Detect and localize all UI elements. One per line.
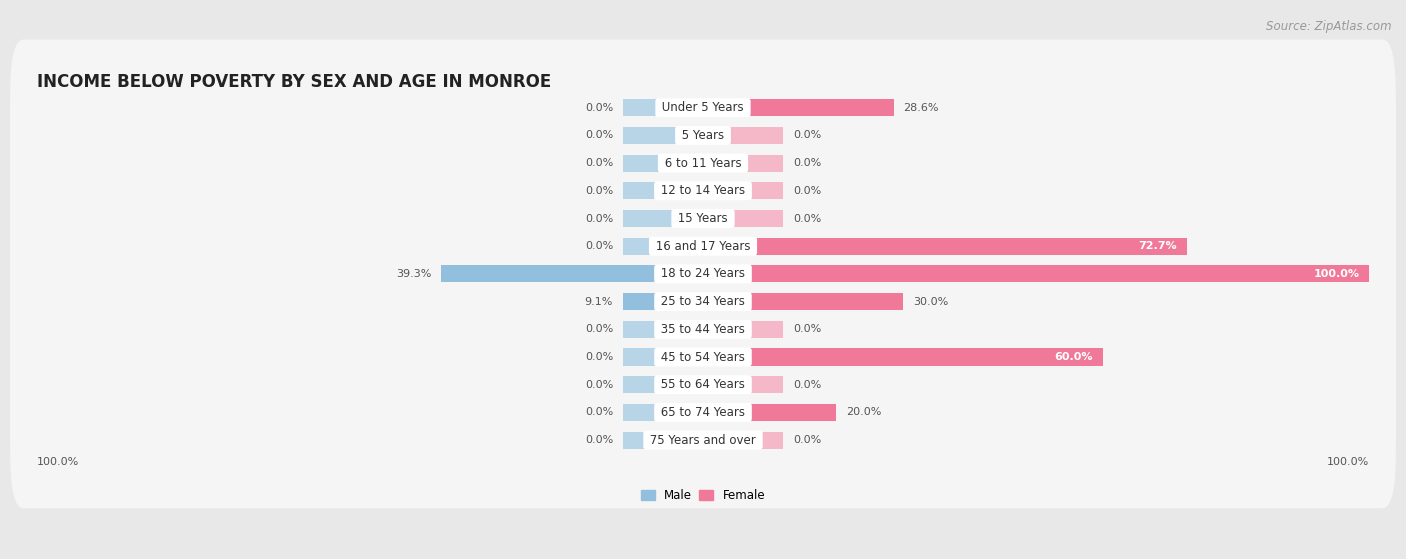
Bar <box>623 404 703 421</box>
FancyBboxPatch shape <box>10 372 1396 508</box>
Bar <box>703 154 783 172</box>
Bar <box>703 404 837 421</box>
FancyBboxPatch shape <box>10 289 1396 425</box>
FancyBboxPatch shape <box>10 316 1396 453</box>
Text: 35 to 44 Years: 35 to 44 Years <box>657 323 749 336</box>
FancyBboxPatch shape <box>10 178 1396 314</box>
FancyBboxPatch shape <box>10 261 1396 397</box>
Bar <box>703 182 783 200</box>
FancyBboxPatch shape <box>10 206 1396 342</box>
Bar <box>703 293 903 310</box>
Text: 0.0%: 0.0% <box>585 380 613 390</box>
Text: 0.0%: 0.0% <box>793 158 821 168</box>
FancyBboxPatch shape <box>10 122 1396 259</box>
Text: 20.0%: 20.0% <box>846 408 882 418</box>
Text: 0.0%: 0.0% <box>793 214 821 224</box>
Text: 55 to 64 Years: 55 to 64 Years <box>657 378 749 391</box>
Bar <box>623 293 703 310</box>
FancyBboxPatch shape <box>10 95 1396 231</box>
Text: 0.0%: 0.0% <box>793 435 821 445</box>
FancyBboxPatch shape <box>10 234 1396 369</box>
Bar <box>703 266 1369 282</box>
Text: 0.0%: 0.0% <box>793 186 821 196</box>
Text: 0.0%: 0.0% <box>793 130 821 140</box>
Text: 45 to 54 Years: 45 to 54 Years <box>657 350 749 363</box>
Bar <box>703 99 894 116</box>
Text: 12 to 14 Years: 12 to 14 Years <box>657 184 749 197</box>
Bar <box>623 99 703 116</box>
Bar <box>623 376 703 394</box>
Text: 16 and 17 Years: 16 and 17 Years <box>652 240 754 253</box>
Text: 75 Years and over: 75 Years and over <box>647 434 759 447</box>
Text: 0.0%: 0.0% <box>585 158 613 168</box>
Text: 0.0%: 0.0% <box>793 324 821 334</box>
Bar <box>623 432 703 449</box>
Text: 0.0%: 0.0% <box>585 435 613 445</box>
Bar <box>623 210 703 227</box>
Text: 0.0%: 0.0% <box>585 130 613 140</box>
Bar <box>623 154 703 172</box>
Text: 0.0%: 0.0% <box>793 380 821 390</box>
Text: 60.0%: 60.0% <box>1054 352 1092 362</box>
Text: 0.0%: 0.0% <box>585 241 613 251</box>
Bar <box>703 321 783 338</box>
Text: 100.0%: 100.0% <box>1313 269 1360 279</box>
Legend: Male, Female: Male, Female <box>641 489 765 502</box>
FancyBboxPatch shape <box>10 40 1396 176</box>
Text: 0.0%: 0.0% <box>585 408 613 418</box>
Text: 28.6%: 28.6% <box>904 103 939 113</box>
Text: 9.1%: 9.1% <box>585 297 613 307</box>
Text: 72.7%: 72.7% <box>1139 241 1177 251</box>
FancyBboxPatch shape <box>10 344 1396 481</box>
Text: 15 Years: 15 Years <box>675 212 731 225</box>
Text: 0.0%: 0.0% <box>585 214 613 224</box>
FancyBboxPatch shape <box>10 67 1396 203</box>
Bar <box>703 348 1102 366</box>
Bar <box>441 266 703 282</box>
Text: 65 to 74 Years: 65 to 74 Years <box>657 406 749 419</box>
Text: 0.0%: 0.0% <box>585 103 613 113</box>
Text: 39.3%: 39.3% <box>396 269 432 279</box>
Bar <box>703 432 783 449</box>
Bar <box>703 238 1187 255</box>
Text: Under 5 Years: Under 5 Years <box>658 101 748 114</box>
Text: 6 to 11 Years: 6 to 11 Years <box>661 157 745 169</box>
Text: INCOME BELOW POVERTY BY SEX AND AGE IN MONROE: INCOME BELOW POVERTY BY SEX AND AGE IN M… <box>37 73 551 91</box>
Bar <box>623 348 703 366</box>
Text: 100.0%: 100.0% <box>1327 457 1369 467</box>
Text: 5 Years: 5 Years <box>678 129 728 142</box>
FancyBboxPatch shape <box>10 150 1396 287</box>
Text: 0.0%: 0.0% <box>585 324 613 334</box>
Text: 25 to 34 Years: 25 to 34 Years <box>657 295 749 308</box>
Text: 0.0%: 0.0% <box>585 352 613 362</box>
Bar <box>703 127 783 144</box>
Bar <box>623 321 703 338</box>
Bar <box>703 376 783 394</box>
Text: 18 to 24 Years: 18 to 24 Years <box>657 267 749 281</box>
Bar <box>703 210 783 227</box>
Bar <box>623 238 703 255</box>
Bar <box>623 127 703 144</box>
Text: 30.0%: 30.0% <box>912 297 948 307</box>
Text: 0.0%: 0.0% <box>585 186 613 196</box>
Text: 100.0%: 100.0% <box>37 457 79 467</box>
Text: Source: ZipAtlas.com: Source: ZipAtlas.com <box>1267 20 1392 32</box>
Bar <box>623 182 703 200</box>
